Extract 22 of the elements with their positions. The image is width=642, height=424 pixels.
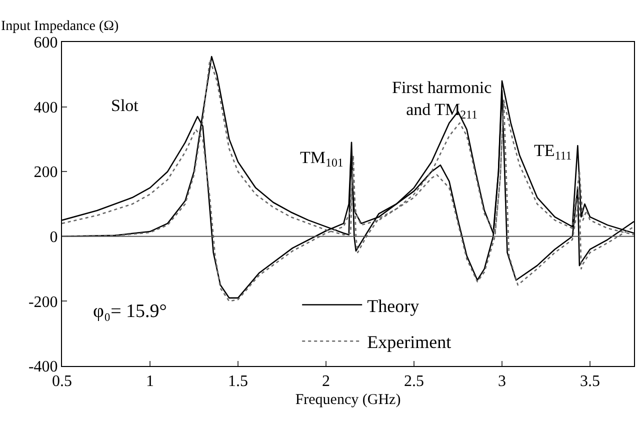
annotation: φ₀= 15.9° bbox=[93, 301, 167, 322]
y-tick-label: 0 bbox=[50, 229, 58, 246]
legend-label: Experiment bbox=[367, 332, 452, 352]
annotation: TE$_{111}$ bbox=[534, 141, 572, 163]
x-tick-label: 1.5 bbox=[228, 373, 248, 390]
annotation: TM$_{101}$ bbox=[300, 148, 344, 170]
y-axis-title: Input Impedance (Ω) bbox=[1, 19, 120, 34]
y-tick-label: -200 bbox=[28, 294, 58, 311]
x-axis-title: Frequency (GHz) bbox=[295, 392, 401, 408]
y-tick-label: 600 bbox=[34, 34, 58, 52]
y-tick-label: 200 bbox=[34, 164, 58, 182]
annotation: Slot bbox=[111, 96, 139, 115]
x-tick-label: 0.5 bbox=[52, 373, 72, 390]
y-tick-label: -400 bbox=[28, 358, 58, 376]
legend-label: Theory bbox=[367, 296, 420, 316]
x-tick-label: 2 bbox=[322, 373, 330, 390]
x-tick-label: 2.5 bbox=[404, 373, 424, 390]
annotation: First harmonic and TM$_{211}$ bbox=[392, 78, 492, 122]
x-tick-label: 3.5 bbox=[580, 373, 600, 390]
y-tick-label: 400 bbox=[34, 99, 58, 116]
x-tick-label: 1 bbox=[146, 373, 154, 390]
x-tick-label: 3 bbox=[498, 373, 506, 390]
